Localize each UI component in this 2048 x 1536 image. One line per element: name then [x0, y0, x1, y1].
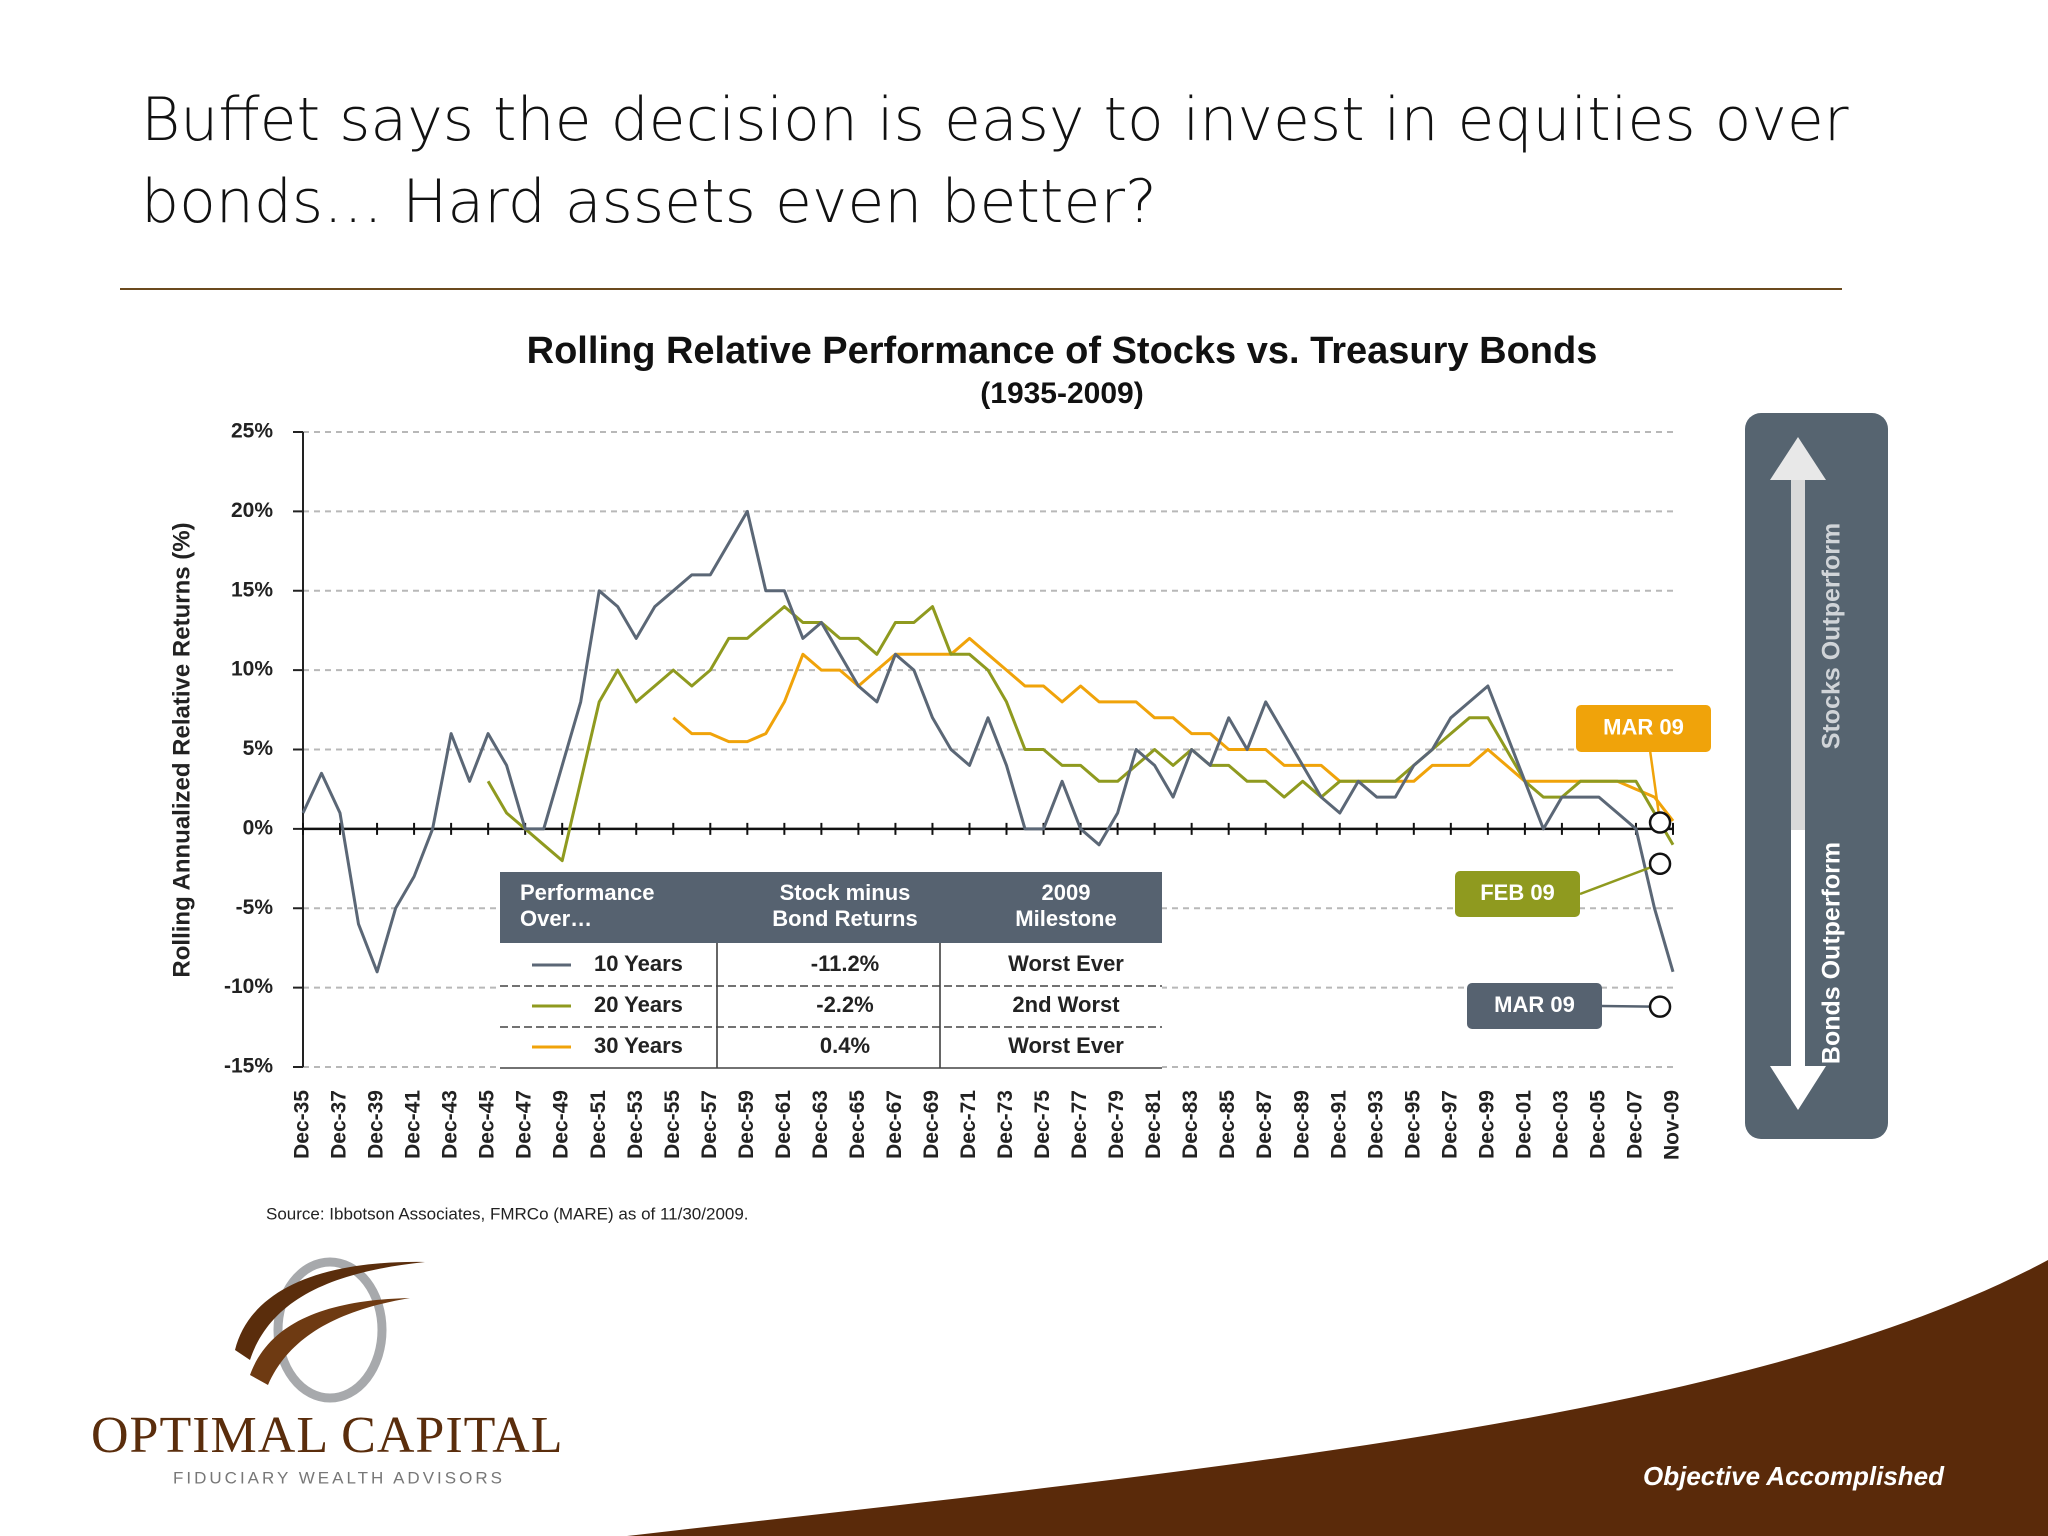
callout-box	[1455, 871, 1580, 917]
table-header-text: Performance	[520, 880, 655, 905]
x-tick-label: Dec-67	[883, 1090, 906, 1159]
x-tick-label: Dec-97	[1438, 1090, 1461, 1159]
x-tick-label: Dec-47	[513, 1090, 536, 1159]
x-tick-label: Dec-77	[1068, 1090, 1091, 1159]
x-tick-label: Dec-53	[624, 1090, 647, 1159]
callout-marker	[1648, 811, 1672, 834]
y-axis-label: Rolling Annualized Relative Returns (%)	[168, 522, 195, 977]
x-tick-label: Dec-83	[1179, 1090, 1202, 1159]
callout-marker	[1648, 852, 1672, 876]
x-tick-label: Dec-45	[476, 1090, 499, 1159]
source-note: Source: Ibbotson Associates, FMRCo (MARE…	[266, 1204, 749, 1223]
side-panel	[1745, 413, 1888, 1139]
x-tick-label: Dec-99	[1475, 1090, 1498, 1159]
x-tick-label: Dec-91	[1327, 1090, 1350, 1159]
x-tick-label: Dec-07	[1624, 1090, 1647, 1159]
panel-label: Stocks Outperform	[1818, 523, 1846, 749]
x-tick-label: Dec-41	[402, 1090, 425, 1159]
table-header-text: Bond Returns	[772, 906, 917, 931]
chart-title: Rolling Relative Performance of Stocks v…	[527, 330, 1598, 372]
callout-marker	[1648, 995, 1672, 1018]
arrow-up-head	[1770, 437, 1826, 480]
table-cell: Worst Ever	[1008, 1033, 1124, 1058]
x-tick-label: Dec-71	[957, 1090, 980, 1159]
logo-swoosh	[250, 1298, 410, 1385]
callout-box	[1576, 705, 1711, 752]
plot: 25% 20% 15% 10% 5% 0% -5% -10% -15% Dec-35 Dec-37 D…	[224, 420, 1711, 1160]
x-tick-label: Dec-95	[1401, 1090, 1424, 1159]
x-tick-label: Dec-73	[994, 1090, 1017, 1159]
arrow-up-shaft	[1791, 478, 1805, 830]
series-line	[672, 636, 1675, 822]
x-tick-label: Dec-35	[291, 1090, 314, 1159]
y-tick-label: 5%	[243, 737, 274, 760]
y-tick-label: 20%	[231, 499, 273, 522]
table-cell: -2.2%	[816, 992, 873, 1017]
y-tick-label: -10%	[224, 975, 273, 998]
x-tick-label: Dec-89	[1290, 1090, 1313, 1159]
x-tick-label: Nov-09	[1661, 1090, 1684, 1160]
series-line	[301, 509, 1675, 974]
x-tick-label: Dec-81	[1142, 1090, 1165, 1159]
x-tick-label: Dec-03	[1549, 1090, 1572, 1159]
table-header-text: Milestone	[1015, 906, 1116, 931]
x-tick-label: Dec-93	[1364, 1090, 1387, 1159]
x-tick-label: Dec-43	[439, 1090, 462, 1159]
callout-leader	[1579, 862, 1661, 896]
y-tick-label: 25%	[231, 420, 273, 443]
callout-leader	[1649, 751, 1662, 823]
callout-label: MAR 09	[1603, 714, 1684, 739]
callout-label: MAR 09	[1494, 992, 1575, 1017]
x-tick-label: Dec-37	[328, 1090, 351, 1159]
slide-title-line: Buffet says the decision is easy to inve…	[141, 85, 1849, 155]
x-tick-label: Dec-57	[698, 1090, 721, 1159]
x-tick-label: Dec-59	[735, 1090, 758, 1159]
panel-label: Bonds Outperform	[1818, 842, 1846, 1064]
x-tick-label: Dec-79	[1105, 1090, 1128, 1159]
x-tick-label: Dec-65	[846, 1090, 869, 1159]
table-header-text: 2009	[1042, 880, 1091, 905]
x-tick-label: Dec-05	[1586, 1090, 1609, 1159]
x-tick-label: Dec-87	[1253, 1090, 1276, 1159]
x-tick-label: Dec-39	[365, 1090, 388, 1159]
x-tick-label: Dec-69	[920, 1090, 943, 1159]
table-cell: -11.2%	[811, 951, 880, 976]
x-tick-label: Dec-75	[1031, 1090, 1054, 1159]
legend-label: 20 Years	[594, 992, 683, 1017]
x-tick-label: Dec-51	[587, 1090, 610, 1159]
x-tick-label: Dec-55	[661, 1090, 684, 1159]
logo-tagline: FIDUCIARY WEALTH ADVISORS	[173, 1468, 505, 1487]
callout-label: FEB 09	[1480, 880, 1555, 905]
table-header-text: Over…	[520, 906, 592, 931]
logo-name: OPTIMAL CAPITAL	[91, 1407, 564, 1464]
footer-tagline: Objective Accomplished	[1643, 1461, 1945, 1491]
x-tick-label: Dec-49	[550, 1090, 573, 1159]
callout-box	[1467, 983, 1602, 1029]
logo-swoosh	[235, 1261, 425, 1360]
x-tick-label: Dec-61	[772, 1090, 795, 1159]
y-tick-label: -15%	[224, 1055, 273, 1078]
table-header-text: Stock minus	[780, 880, 911, 905]
table-cell: Worst Ever	[1008, 951, 1124, 976]
x-tick-label: Dec-63	[809, 1090, 832, 1159]
table-cell: 2nd Worst	[1012, 992, 1120, 1017]
x-tick-label: Dec-85	[1216, 1090, 1239, 1159]
x-tick-label: Dec-01	[1512, 1090, 1535, 1159]
arrow-down-shaft	[1791, 830, 1805, 1070]
y-tick-label: 10%	[231, 658, 273, 681]
slide-title-line: bonds… Hard assets even better?	[141, 167, 1157, 237]
table-cell: 0.4%	[820, 1033, 870, 1058]
arrow-down-head	[1770, 1066, 1826, 1110]
chart-subtitle: (1935-2009)	[980, 377, 1143, 410]
footer-swoosh	[627, 1260, 2048, 1536]
y-tick-label: -5%	[236, 896, 274, 919]
y-tick-label: 0%	[243, 816, 274, 839]
legend-label: 30 Years	[594, 1033, 683, 1058]
legend-label: 10 Years	[594, 951, 683, 976]
logo-ring	[273, 1257, 387, 1403]
y-tick-label: 15%	[231, 578, 273, 601]
table-header	[500, 872, 1162, 943]
series-line	[486, 605, 1675, 863]
